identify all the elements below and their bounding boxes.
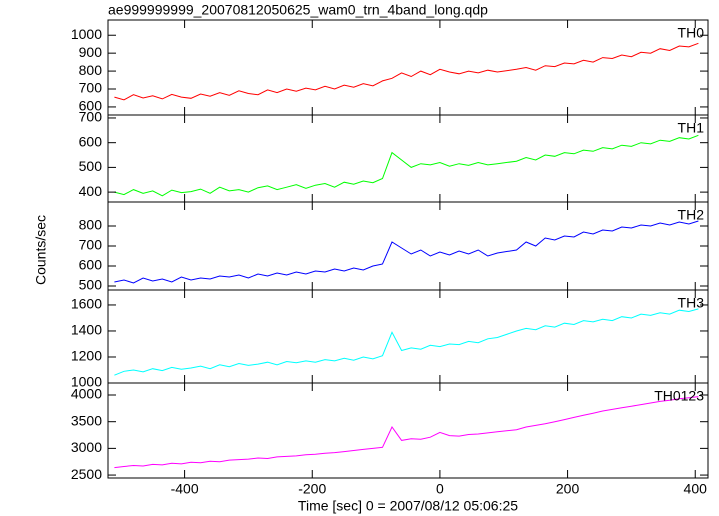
panel-label: TH2 (678, 207, 705, 223)
y-tick-label: 600 (79, 257, 103, 273)
panel-label: TH1 (678, 120, 705, 136)
y-tick-label: 800 (79, 62, 103, 78)
y-tick-label: 1000 (71, 26, 102, 42)
x-tick-label: 400 (684, 481, 708, 497)
y-tick-label: 700 (79, 237, 103, 253)
y-tick-label: 700 (79, 80, 103, 96)
light-curve (114, 308, 699, 376)
y-tick-label: 1600 (71, 296, 102, 312)
panel-frame (107, 201, 709, 291)
y-tick-label: 3500 (71, 412, 102, 428)
y-tick-label: 900 (79, 44, 103, 60)
light-curve (114, 396, 699, 469)
panel-frame (107, 19, 709, 116)
y-tick-label: 700 (79, 109, 103, 125)
y-tick-label: 1000 (71, 374, 102, 390)
panel-label: TH0 (678, 25, 705, 41)
chart-title: ae999999999_20070812050625_wam0_trn_4ban… (108, 2, 488, 18)
y-tick-label: 600 (79, 133, 103, 149)
x-axis-title: Time [sec] 0 = 2007/08/12 05:06:25 (298, 498, 518, 514)
panel-frame (107, 114, 709, 203)
light-curve (114, 42, 699, 101)
x-tick-label: -400 (171, 481, 199, 497)
panel-label: TH3 (678, 295, 705, 311)
y-tick-label: 500 (79, 158, 103, 174)
panel-frame (107, 382, 709, 479)
y-tick-label: 2500 (71, 466, 102, 482)
light-curve (114, 220, 699, 284)
x-tick-label: 200 (556, 481, 580, 497)
x-tick-label: 0 (436, 481, 444, 497)
y-tick-label: 1400 (71, 322, 102, 338)
y-tick-label: 600 (79, 98, 103, 114)
panel-label: TH0123 (654, 388, 704, 404)
panel-frame (107, 289, 709, 384)
y-tick-label: 1200 (71, 348, 102, 364)
y-tick-label: 400 (79, 183, 103, 199)
y-tick-label: 800 (79, 217, 103, 233)
y-axis-title: Counts/sec (33, 215, 49, 285)
y-tick-label: 3000 (71, 439, 102, 455)
y-tick-label: 4000 (71, 386, 102, 402)
light-curve (114, 134, 699, 197)
x-tick-label: -200 (298, 481, 326, 497)
y-tick-label: 500 (79, 277, 103, 293)
